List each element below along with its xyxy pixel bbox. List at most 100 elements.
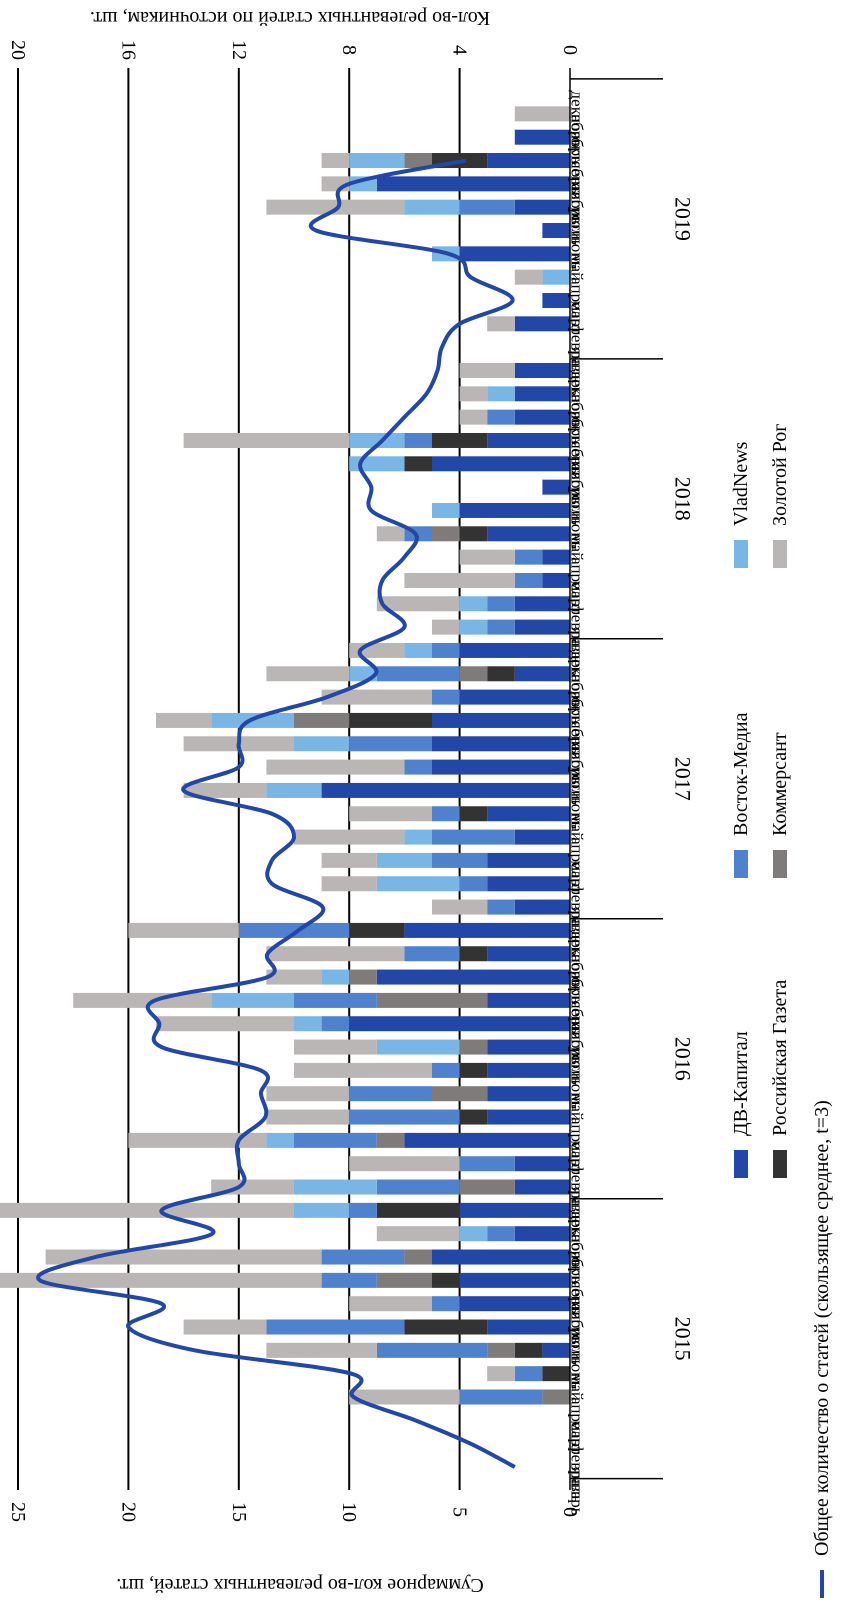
bar-segment bbox=[73, 992, 212, 1008]
month-label: март bbox=[568, 1140, 587, 1174]
bar-segment bbox=[376, 176, 570, 192]
month-label: декабрь bbox=[568, 650, 587, 707]
bar-segment bbox=[542, 1389, 570, 1405]
bar-segment bbox=[376, 969, 570, 985]
bar-segment bbox=[349, 922, 405, 938]
bar-segment bbox=[349, 1389, 460, 1405]
bar-segment bbox=[459, 1039, 488, 1055]
bar-segment bbox=[349, 1016, 570, 1032]
bar-segment bbox=[183, 1319, 267, 1335]
month-label: октябрь bbox=[568, 977, 587, 1034]
legend-swatch bbox=[773, 1150, 787, 1178]
tick-label: 12 bbox=[228, 40, 250, 60]
bar-segment bbox=[514, 572, 543, 588]
bar-segment bbox=[487, 596, 515, 612]
legend-label: Коммерсант bbox=[769, 732, 791, 836]
legend-swatch bbox=[734, 540, 748, 568]
bar-segment bbox=[459, 386, 488, 402]
month-label: август bbox=[568, 184, 587, 231]
month-label: сентябрь bbox=[568, 720, 587, 785]
bar-segment bbox=[321, 1016, 350, 1032]
bar-segment bbox=[487, 1109, 570, 1125]
tick-label: 5 bbox=[449, 1507, 471, 1517]
month-label: март bbox=[568, 301, 587, 335]
month-label: июль bbox=[568, 767, 587, 805]
bar-segment bbox=[459, 409, 488, 425]
bar-segment bbox=[542, 1342, 570, 1358]
bar-segment bbox=[432, 736, 570, 752]
bar-segment bbox=[432, 806, 460, 822]
bar-segment bbox=[404, 946, 460, 962]
bar-segment bbox=[542, 1366, 570, 1382]
value-axis-right: 0 4 8 12 16 20 bbox=[7, 40, 581, 60]
bar-segment bbox=[376, 852, 432, 868]
bar-segment bbox=[542, 572, 570, 588]
month-label: апрель bbox=[568, 1117, 587, 1166]
bar-segment bbox=[487, 1342, 515, 1358]
month-label: сентябрь bbox=[568, 440, 587, 505]
bar-segment bbox=[514, 106, 570, 122]
bar-segment bbox=[128, 922, 239, 938]
bar-segment bbox=[294, 1062, 432, 1078]
legend-label: Золотой Рог bbox=[769, 424, 791, 526]
bar-segment bbox=[432, 1296, 460, 1312]
bar-segment bbox=[294, 1132, 377, 1148]
bar-segment bbox=[459, 1179, 515, 1195]
bar-segment bbox=[459, 1272, 570, 1288]
bar-segment bbox=[487, 806, 570, 822]
month-label: июнь bbox=[568, 231, 587, 270]
bar-segment bbox=[294, 1039, 377, 1055]
bar-segment bbox=[487, 876, 570, 892]
bar-segment bbox=[487, 1366, 515, 1382]
bar-segment bbox=[487, 852, 570, 868]
bar-segment bbox=[542, 269, 570, 285]
y2-axis-title: Кол-во релевантных статей по источникам,… bbox=[90, 7, 490, 29]
month-label: октябрь bbox=[568, 1257, 587, 1314]
bar-segment bbox=[487, 1039, 570, 1055]
bar-segment bbox=[432, 1086, 488, 1102]
bar-segment bbox=[432, 712, 570, 728]
bar-segment bbox=[294, 712, 350, 728]
bar-segment bbox=[349, 1086, 432, 1102]
bar-segment bbox=[432, 829, 515, 845]
bar-segment bbox=[404, 1249, 432, 1265]
bar-segment bbox=[432, 526, 460, 542]
bar-segment bbox=[459, 1202, 570, 1218]
bar-segment bbox=[514, 1342, 543, 1358]
bar-segment bbox=[432, 759, 570, 775]
bar-segment bbox=[349, 1109, 460, 1125]
bar-segment bbox=[321, 852, 377, 868]
bar-segment bbox=[294, 1202, 350, 1218]
month-label: сентябрь bbox=[568, 161, 587, 226]
bar-segment bbox=[487, 526, 570, 542]
bar-segment bbox=[183, 432, 350, 448]
month-label: октябрь bbox=[568, 137, 587, 194]
bar-segment bbox=[266, 1086, 350, 1102]
bar-segment bbox=[404, 456, 432, 472]
bar-segment bbox=[349, 432, 405, 448]
category-axis: январьфевральмартапрельмайиюньиюльавгуст… bbox=[568, 78, 696, 1516]
year-label: 2015 bbox=[671, 1317, 696, 1361]
bar-segment bbox=[487, 409, 515, 425]
legend-swatch bbox=[734, 1150, 748, 1178]
bar-segment bbox=[459, 246, 570, 262]
bar-segment bbox=[376, 666, 460, 682]
bar-segment bbox=[487, 432, 570, 448]
bar-segment bbox=[376, 1202, 460, 1218]
bar-segment bbox=[514, 549, 543, 565]
bar-segment bbox=[376, 1272, 432, 1288]
month-label: февраль bbox=[568, 324, 587, 383]
bar-segment bbox=[376, 876, 460, 892]
month-label: июль bbox=[568, 1327, 587, 1365]
year-label: 2016 bbox=[671, 1037, 696, 1081]
month-label: май bbox=[568, 1094, 587, 1121]
bar-segment bbox=[321, 1272, 377, 1288]
bar-segment bbox=[376, 526, 405, 542]
bar-segment bbox=[487, 992, 570, 1008]
bar-segment bbox=[487, 619, 515, 635]
bar-segment bbox=[432, 1272, 460, 1288]
bar-segment bbox=[514, 899, 570, 915]
bar-segment bbox=[459, 619, 488, 635]
legend-label: Общее количество о статей (скользящее ср… bbox=[811, 1100, 833, 1556]
bar-segment bbox=[266, 782, 322, 798]
